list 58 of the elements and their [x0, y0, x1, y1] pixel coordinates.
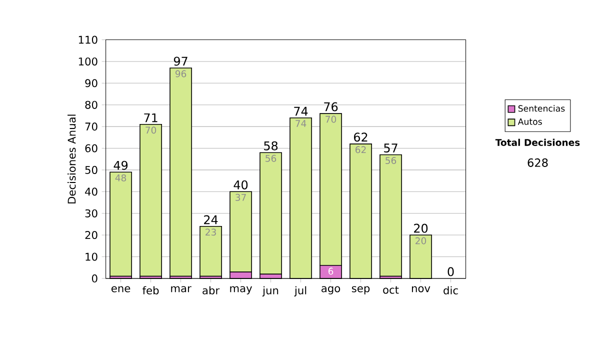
total-label: 20	[414, 224, 428, 233]
data-label: 37	[236, 194, 246, 201]
total-label: 58	[264, 141, 278, 150]
data-label: 70	[146, 126, 156, 134]
total-label: 57	[384, 144, 398, 152]
y-tick-label: 90	[85, 79, 98, 88]
y-tick-label: 40	[85, 188, 98, 196]
y-tick-label: 100	[78, 57, 98, 66]
bar	[380, 154, 402, 277]
y-tick-label: 50	[85, 166, 98, 174]
x-tick-label: jun	[262, 286, 278, 296]
total-label: 24	[204, 215, 218, 224]
y-tick-label: 80	[85, 100, 98, 109]
x-tick-label: feb	[142, 286, 159, 294]
data-label: 96	[175, 70, 186, 78]
total-label: 49	[114, 160, 128, 170]
x-tick-label: may	[230, 286, 252, 294]
total-label: 97	[174, 56, 188, 66]
data-label: 74	[296, 120, 306, 127]
data-label: 48	[115, 174, 126, 182]
x-tick-label: dic	[444, 286, 458, 294]
x-tick-label: oct	[383, 286, 399, 294]
total-label: 0	[448, 267, 454, 276]
y-tick-label: 70	[85, 122, 98, 131]
legend-label: Sentencias	[518, 104, 565, 112]
x-tick-label: jul	[294, 286, 306, 296]
x-tick-label: mar	[171, 286, 192, 292]
total-label: 74	[294, 106, 308, 116]
x-tick-label: nov	[412, 286, 430, 292]
y-tick-label: 0	[92, 274, 98, 282]
total-label: 71	[144, 113, 158, 122]
data-label: 23	[206, 228, 216, 236]
data-label: 56	[386, 156, 396, 164]
x-tick-label: ago	[322, 286, 340, 294]
y-axis-title: Decisiones Anual	[68, 114, 76, 204]
bar	[140, 124, 162, 277]
y-tick-label: 110	[78, 36, 98, 44]
text: 628	[528, 158, 548, 167]
x-tick-label: ene	[111, 286, 130, 292]
total-label: 76	[324, 102, 338, 112]
total-label: 62	[354, 132, 368, 142]
data-label: 20	[416, 237, 426, 244]
data-label: 6	[328, 268, 334, 275]
legend-label: Autos	[518, 118, 542, 125]
y-tick-label: 20	[85, 230, 98, 239]
data-label: 56	[266, 154, 276, 162]
data-label: 70	[326, 116, 336, 123]
text: Total Decisiones	[495, 138, 580, 146]
y-tick-label: 30	[85, 209, 98, 218]
x-tick-label: abr	[202, 286, 220, 294]
x-tick-label: sep	[352, 286, 370, 294]
y-tick-label: 60	[85, 144, 98, 152]
data-label: 62	[356, 146, 366, 154]
bar	[200, 226, 222, 277]
bar	[170, 68, 192, 277]
total-label: 40	[234, 180, 248, 190]
y-tick-label: 10	[86, 252, 98, 261]
bar	[110, 172, 132, 277]
